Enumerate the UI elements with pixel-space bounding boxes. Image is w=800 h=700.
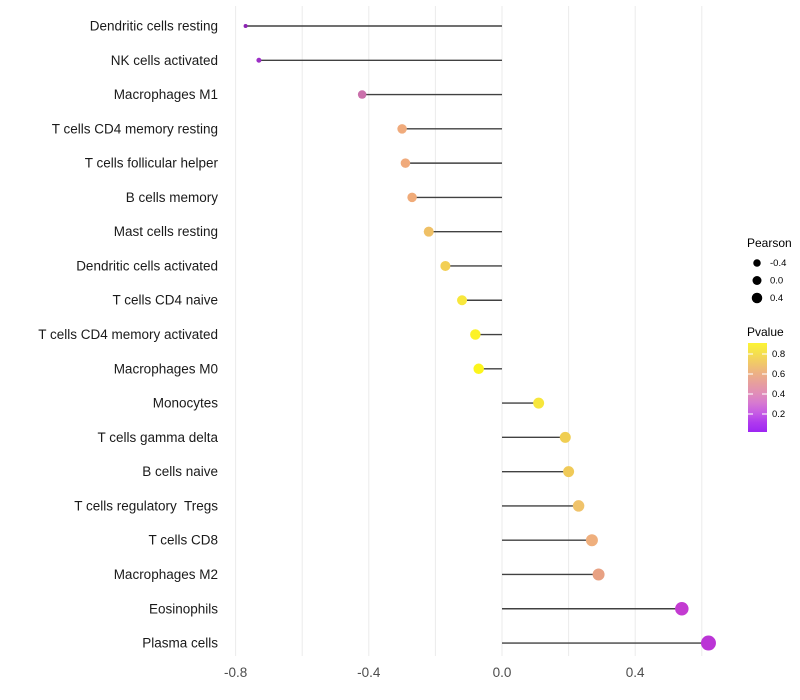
lollipop-dot — [470, 329, 481, 340]
lollipop-dot — [400, 158, 411, 168]
size-legend-dot — [753, 259, 761, 267]
color-legend-gradient — [748, 343, 767, 432]
lollipop-dot — [423, 226, 434, 237]
lollipop-dot — [357, 90, 367, 99]
x-tick-label: -0.4 — [357, 665, 381, 680]
lollipop-dot — [675, 602, 689, 616]
size-legend-label: -0.4 — [770, 258, 786, 269]
lollipop-dot — [559, 431, 571, 443]
size-legend-title: Pearson — [747, 236, 792, 250]
color-legend-tick-label: 0.6 — [772, 369, 785, 380]
category-label: Macrophages M1 — [114, 87, 218, 102]
category-label: NK cells activated — [111, 53, 218, 68]
color-legend-tick-label: 0.4 — [772, 389, 785, 400]
lollipop-dot — [533, 397, 545, 409]
color-legend-title: Pvalue — [747, 325, 784, 339]
color-legend-tick-label: 0.8 — [772, 349, 785, 360]
lollipop-dot — [243, 24, 248, 28]
category-label: Macrophages M2 — [114, 567, 218, 582]
category-label: T cells CD4 memory resting — [52, 121, 218, 136]
lollipop-dot — [563, 466, 575, 478]
size-legend-label: 0.0 — [770, 276, 783, 287]
category-label: Plasma cells — [142, 636, 218, 651]
x-tick-label: 0.4 — [626, 665, 645, 680]
category-label: Dendritic cells activated — [76, 258, 218, 273]
category-label: Eosinophils — [149, 601, 218, 616]
lollipop-dot — [397, 124, 407, 134]
color-legend-tick-label: 0.2 — [772, 409, 785, 420]
category-label: T cells follicular helper — [85, 156, 219, 171]
size-legend-dot — [752, 276, 762, 285]
category-label: T cells CD8 — [148, 533, 218, 548]
lollipop-dot — [700, 635, 716, 651]
category-label: Dendritic cells resting — [90, 19, 218, 34]
category-label: B cells naive — [142, 464, 218, 479]
category-label: Mast cells resting — [114, 224, 218, 239]
size-legend-label: 0.4 — [770, 293, 783, 304]
lollipop-dot — [407, 192, 417, 203]
lollipop-dot — [592, 568, 605, 581]
lollipop-dot — [572, 500, 585, 512]
category-label: Monocytes — [153, 396, 219, 411]
category-label: T cells CD4 naive — [112, 293, 218, 308]
x-tick-label: 0.0 — [493, 665, 512, 680]
lollipop-dot — [440, 260, 451, 271]
category-label: T cells gamma delta — [97, 430, 218, 445]
lollipop-dot — [585, 534, 598, 547]
lollipop-dot — [256, 57, 262, 63]
category-label: B cells memory — [126, 190, 219, 205]
lollipop-dot — [473, 363, 484, 375]
category-label: T cells CD4 memory activated — [38, 327, 218, 342]
x-tick-label: -0.8 — [224, 665, 247, 680]
lollipop-dot — [457, 295, 468, 306]
category-label: T cells regulatory Tregs — [74, 498, 218, 513]
size-legend-dot — [751, 292, 763, 304]
category-label: Macrophages M0 — [114, 361, 218, 376]
